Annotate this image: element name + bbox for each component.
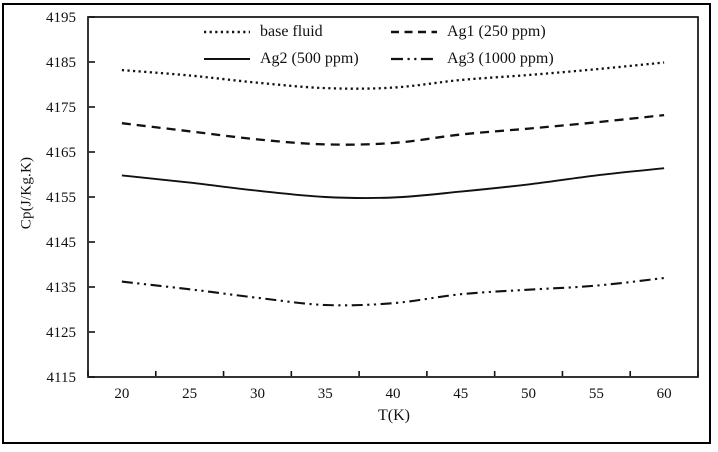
x-tick-label: 35 <box>318 386 333 402</box>
y-tick-label: 4185 <box>46 55 76 71</box>
legend-item-ag3: Ag3 (1000 ppm) <box>390 49 554 69</box>
dashed-line-icon <box>391 30 437 34</box>
series-line-ag1-250-ppm- <box>121 113 665 146</box>
x-axis-title: T(K) <box>378 407 410 424</box>
y-tick-label: 4195 <box>46 10 76 26</box>
plot-box <box>87 16 699 378</box>
dotted-line-icon <box>204 30 250 34</box>
dash-dot-dot-line-icon <box>391 57 437 61</box>
y-tick-label: 4175 <box>46 100 76 116</box>
y-tick-label: 4165 <box>46 145 76 161</box>
y-tick-label: 4125 <box>46 325 76 341</box>
x-tick-label: 40 <box>386 386 401 402</box>
x-tick-label: 50 <box>521 386 536 402</box>
x-tick-label: 55 <box>589 386 604 402</box>
series-line-ag2-500-ppm- <box>121 167 665 199</box>
x-tick-label: 25 <box>182 386 197 402</box>
legend-label: Ag1 (250 ppm) <box>447 23 546 40</box>
legend-item-ag1: Ag1 (250 ppm) <box>390 22 554 42</box>
legend-item-ag2: Ag2 (500 ppm) <box>203 49 390 69</box>
x-tick-label: 60 <box>657 386 672 402</box>
x-tick-label: 30 <box>250 386 265 402</box>
y-tick-label: 4155 <box>46 190 76 206</box>
y-axis-title: Cp(J/Kg.K) <box>18 156 35 230</box>
legend-label: Ag3 (1000 ppm) <box>447 50 554 67</box>
legend-label: Ag2 (500 ppm) <box>260 50 359 67</box>
y-tick-label: 4115 <box>47 370 76 386</box>
legend: base fluid Ag1 (250 ppm) Ag2 (500 ppm) A… <box>203 22 554 69</box>
y-tick-label: 4135 <box>46 280 76 296</box>
series-line-ag3-1000-ppm- <box>121 276 665 307</box>
legend-item-base-fluid: base fluid <box>203 22 390 42</box>
legend-label: base fluid <box>260 23 323 40</box>
figure-border <box>2 3 711 444</box>
solid-line-icon <box>204 58 250 60</box>
x-tick-label: 45 <box>453 386 468 402</box>
x-tick-label: 20 <box>114 386 129 402</box>
y-tick-label: 4145 <box>46 235 76 251</box>
